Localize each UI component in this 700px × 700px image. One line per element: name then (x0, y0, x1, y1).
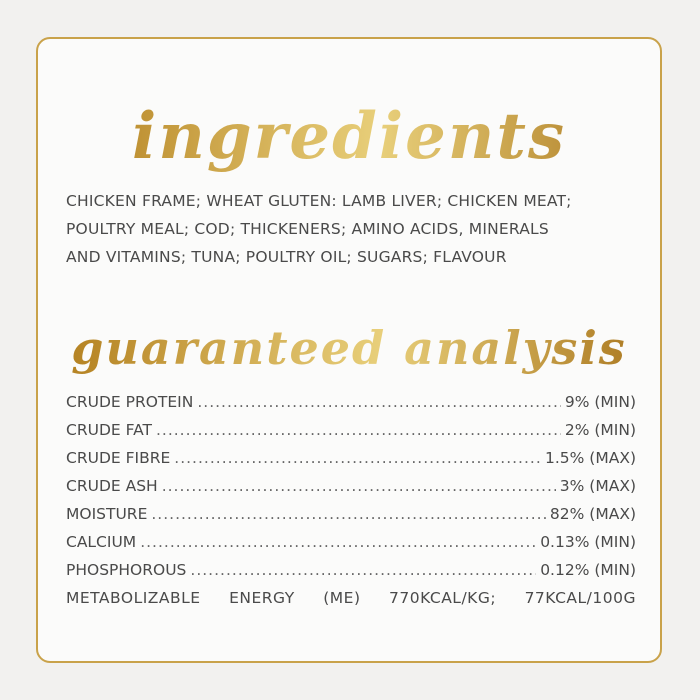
dot-leader (156, 416, 561, 444)
ingredients-line: POULTRY MEAL; COD; THICKENERS; AMINO ACI… (66, 220, 549, 238)
row-value: 0.12% (MIN) (540, 561, 636, 579)
row-label: CALCIUM (66, 533, 137, 551)
row-label: CRUDE FAT (66, 421, 152, 439)
analysis-row: PHOSPHOROUS 0.12% (MIN) (66, 556, 636, 584)
ingredients-line: AND VITAMINS; TUNA; POULTRY OIL; SUGARS;… (66, 248, 507, 266)
energy-word: 77KCAL/100G (524, 589, 636, 607)
row-value: 2% (MIN) (564, 421, 636, 439)
analysis-title: guaranteed analysis (38, 321, 660, 375)
ingredients-title: ingredients (38, 99, 660, 174)
row-label: CRUDE FIBRE (66, 449, 171, 467)
energy-row: METABOLIZABLE ENERGY (ME) 770KCAL/KG; 77… (66, 584, 636, 612)
energy-word: METABOLIZABLE (66, 589, 201, 607)
ingredients-line: CHICKEN FRAME; WHEAT GLUTEN: LAMB LIVER;… (66, 192, 572, 210)
row-label: CRUDE ASH (66, 477, 158, 495)
dot-leader (197, 388, 561, 416)
row-value: 1.5% (MAX) (545, 449, 636, 467)
row-label: PHOSPHOROUS (66, 561, 187, 579)
analysis-row: CALCIUM 0.13% (MIN) (66, 528, 636, 556)
analysis-row: CRUDE FAT 2% (MIN) (66, 416, 636, 444)
row-value: 9% (MIN) (564, 393, 636, 411)
dot-leader (151, 500, 546, 528)
dot-leader (162, 472, 556, 500)
energy-word: (ME) (323, 589, 361, 607)
ingredients-list: CHICKEN FRAME; WHEAT GLUTEN: LAMB LIVER;… (66, 187, 646, 271)
analysis-row: CRUDE PROTEIN 9% (MIN) (66, 388, 636, 416)
energy-word: ENERGY (229, 589, 295, 607)
dot-leader (140, 528, 536, 556)
energy-word: 770KCAL/KG; (388, 589, 497, 607)
row-value: 3% (MAX) (559, 477, 636, 495)
dot-leader (190, 556, 536, 584)
row-value: 82% (MAX) (549, 505, 636, 523)
label-card: ingredients CHICKEN FRAME; WHEAT GLUTEN:… (36, 37, 662, 663)
row-label: MOISTURE (66, 505, 148, 523)
analysis-row: MOISTURE 82% (MAX) (66, 500, 636, 528)
dot-leader (174, 444, 541, 472)
row-value: 0.13% (MIN) (540, 533, 636, 551)
analysis-row: CRUDE FIBRE 1.5% (MAX) (66, 444, 636, 472)
analysis-table: CRUDE PROTEIN9% (MIN) CRUDE FAT2% (MIN) … (66, 388, 636, 612)
analysis-row: CRUDE ASH 3% (MAX) (66, 472, 636, 500)
row-label: CRUDE PROTEIN (66, 393, 194, 411)
